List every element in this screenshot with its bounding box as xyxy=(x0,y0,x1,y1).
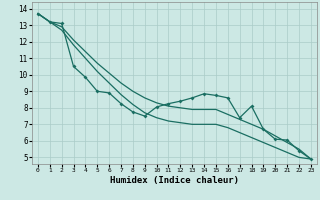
X-axis label: Humidex (Indice chaleur): Humidex (Indice chaleur) xyxy=(110,176,239,185)
